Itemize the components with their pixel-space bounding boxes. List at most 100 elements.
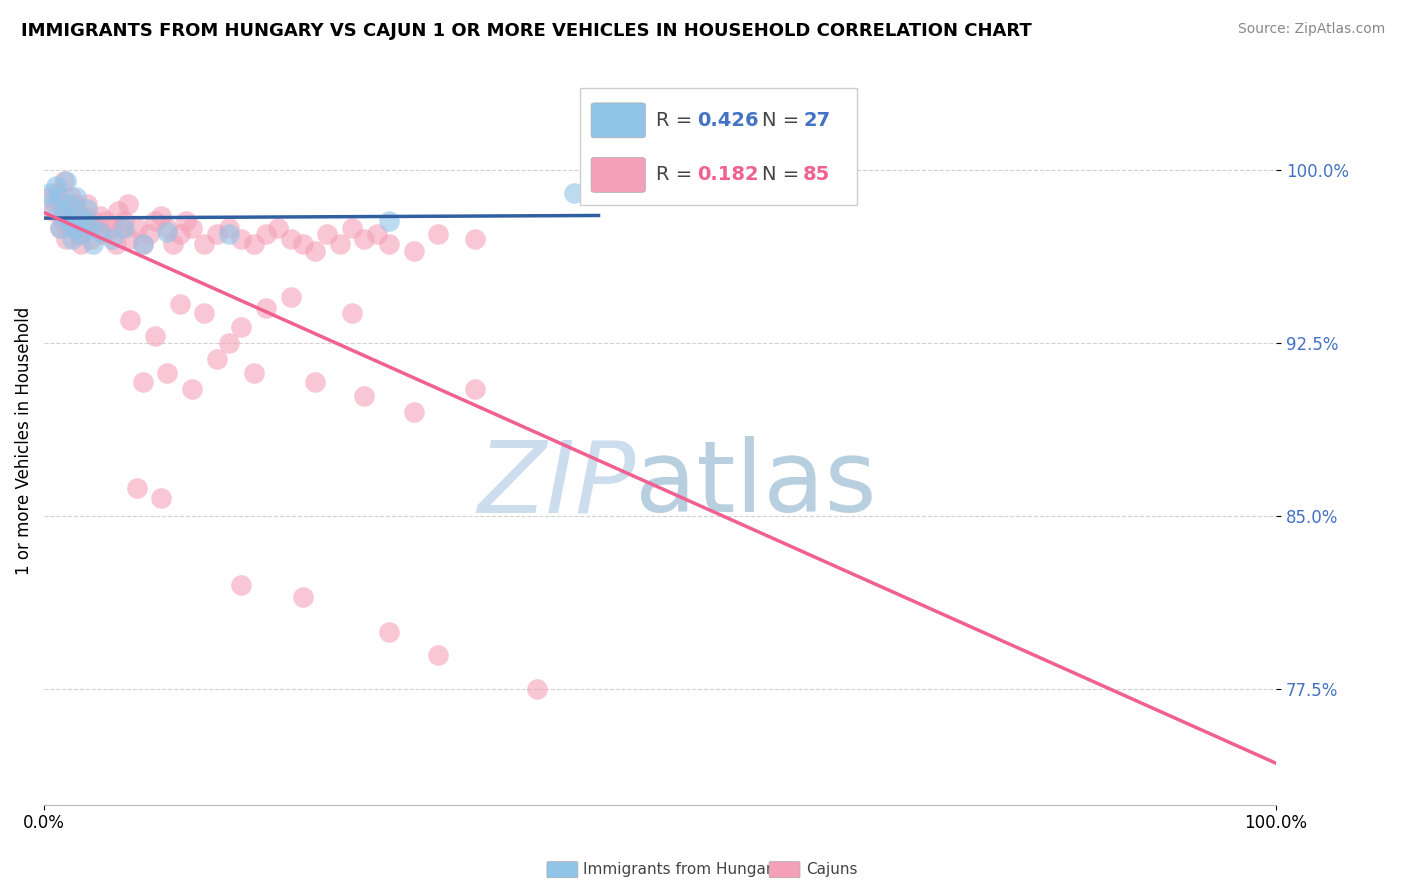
Point	[62, 220, 84, 235]
Point	[94, 213, 117, 227]
Point	[353, 389, 375, 403]
Point	[340, 220, 363, 235]
Point	[84, 220, 107, 235]
Point	[73, 209, 96, 223]
Point	[218, 220, 240, 235]
Point	[112, 213, 135, 227]
Point	[67, 209, 90, 223]
Point	[402, 244, 425, 258]
Point	[402, 405, 425, 419]
Point	[156, 366, 179, 380]
Text: IMMIGRANTS FROM HUNGARY VS CAJUN 1 OR MORE VEHICLES IN HOUSEHOLD CORRELATION CHA: IMMIGRANTS FROM HUNGARY VS CAJUN 1 OR MO…	[21, 22, 1032, 40]
Text: ZIP: ZIP	[477, 436, 636, 533]
Point	[48, 190, 70, 204]
FancyBboxPatch shape	[591, 103, 645, 137]
Point	[55, 174, 77, 188]
Point	[89, 225, 111, 239]
Point	[181, 382, 204, 396]
Point	[231, 319, 253, 334]
Point	[62, 232, 84, 246]
Text: Source: ZipAtlas.com: Source: ZipAtlas.com	[1237, 22, 1385, 37]
Point	[366, 227, 388, 242]
Point	[67, 227, 90, 242]
Point	[378, 624, 401, 639]
Point	[52, 213, 75, 227]
Point	[101, 220, 124, 235]
Point	[131, 236, 153, 251]
Point	[193, 236, 215, 251]
Text: Cajuns: Cajuns	[806, 863, 858, 877]
Point	[131, 236, 153, 251]
Point	[49, 220, 72, 235]
Point	[169, 296, 191, 310]
Text: N =: N =	[762, 111, 806, 130]
Point	[76, 202, 98, 216]
Point	[231, 232, 253, 246]
Point	[70, 227, 93, 242]
Y-axis label: 1 or more Vehicles in Household: 1 or more Vehicles in Household	[15, 307, 32, 575]
Point	[104, 236, 127, 251]
Point	[242, 236, 264, 251]
Point	[150, 491, 173, 505]
Point	[291, 590, 314, 604]
Point	[72, 220, 94, 235]
Point	[291, 236, 314, 251]
Point	[70, 236, 93, 251]
Point	[111, 220, 134, 235]
Text: R =: R =	[657, 111, 699, 130]
Point	[65, 190, 87, 204]
Point	[52, 174, 75, 188]
Point	[63, 197, 86, 211]
FancyBboxPatch shape	[591, 157, 645, 193]
Point	[120, 232, 142, 246]
Point	[59, 197, 82, 211]
Point	[280, 290, 302, 304]
Text: atlas: atlas	[636, 436, 877, 533]
Point	[427, 227, 450, 242]
Point	[526, 682, 548, 697]
Point	[162, 236, 184, 251]
Point	[193, 306, 215, 320]
Point	[378, 236, 401, 251]
Point	[138, 227, 160, 242]
Point	[117, 197, 139, 211]
Point	[45, 178, 67, 193]
Point	[63, 220, 86, 235]
Point	[82, 213, 104, 227]
Point	[174, 213, 197, 227]
Point	[304, 375, 326, 389]
Point	[89, 209, 111, 223]
Point	[464, 232, 486, 246]
Text: R =: R =	[657, 165, 699, 184]
Point	[254, 227, 277, 242]
Point	[42, 204, 65, 219]
Point	[231, 578, 253, 592]
Point	[72, 213, 94, 227]
Text: Immigrants from Hungary: Immigrants from Hungary	[583, 863, 782, 877]
Text: 85: 85	[803, 165, 831, 184]
Point	[39, 190, 62, 204]
Point	[52, 209, 75, 223]
Point	[80, 232, 103, 246]
FancyBboxPatch shape	[581, 88, 858, 204]
Point	[378, 213, 401, 227]
Point	[267, 220, 290, 235]
Point	[125, 220, 148, 235]
Point	[562, 186, 585, 200]
Point	[82, 236, 104, 251]
Point	[58, 213, 80, 227]
Point	[169, 227, 191, 242]
Point	[218, 227, 240, 242]
Point	[112, 220, 135, 235]
Point	[45, 186, 67, 200]
Point	[156, 225, 179, 239]
Point	[254, 301, 277, 316]
Point	[107, 204, 129, 219]
Point	[181, 220, 204, 235]
Point	[60, 190, 83, 204]
Point	[316, 227, 339, 242]
Point	[242, 366, 264, 380]
Point	[52, 204, 75, 219]
Point	[218, 335, 240, 350]
Point	[143, 213, 166, 227]
